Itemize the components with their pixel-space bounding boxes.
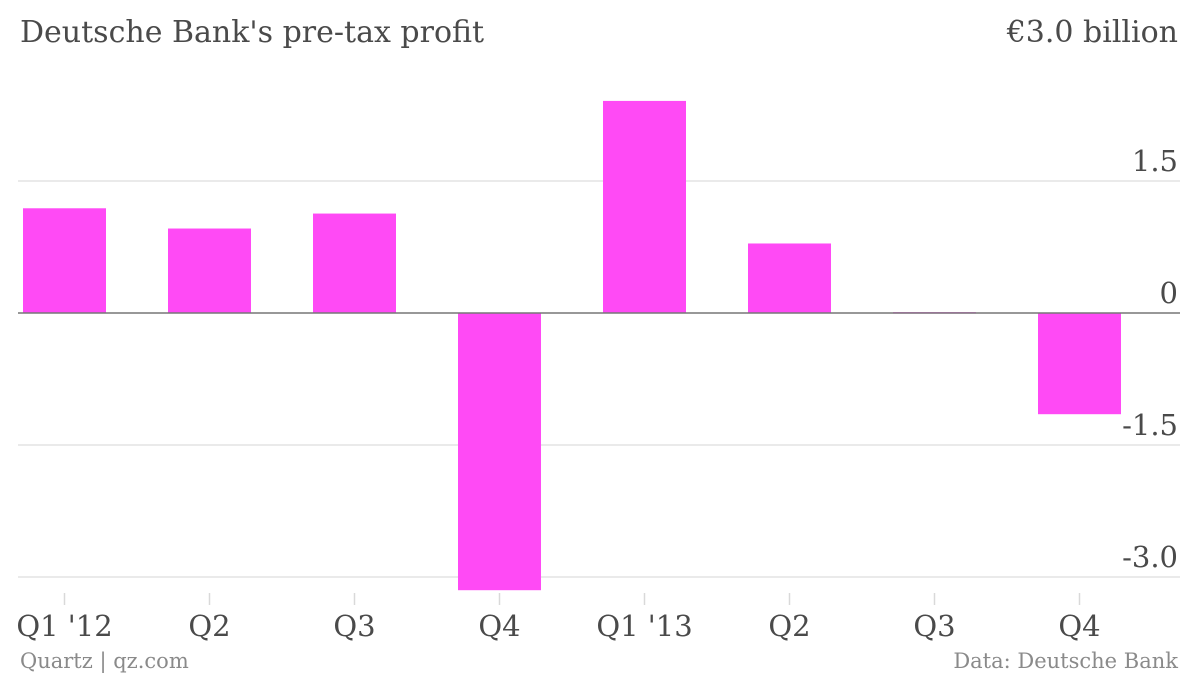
footer-source-right: Data: Deutsche Bank: [953, 649, 1178, 673]
y-tick-label: 0: [1160, 276, 1178, 310]
x-tick-label: Q1 '12: [16, 609, 112, 643]
bar: [603, 100, 686, 313]
x-tick-label: Q2: [768, 609, 810, 643]
y-tick-label: -1.5: [1122, 408, 1178, 442]
bar: [168, 228, 251, 313]
x-tick-label: Q3: [913, 609, 955, 643]
x-tick-label: Q4: [1058, 609, 1100, 643]
bar: [313, 213, 396, 313]
bar: [23, 208, 106, 313]
footer-source-left: Quartz | qz.com: [20, 649, 189, 674]
bars: [23, 100, 1121, 591]
chart-title: Deutsche Bank's pre-tax profit: [20, 15, 484, 50]
bar: [458, 313, 541, 591]
x-tick-label: Q4: [478, 609, 520, 643]
bar: [748, 243, 831, 313]
x-tick-label: Q3: [333, 609, 375, 643]
y-axis-ticks: 1.5 0 -1.5 -3.0: [1122, 144, 1178, 574]
x-tick-label: Q1 '13: [596, 609, 692, 643]
y-axis-top-label: €3.0 billion: [1006, 15, 1178, 50]
y-tick-label: 1.5: [1132, 144, 1178, 178]
y-tick-label: -3.0: [1122, 540, 1178, 574]
x-tick-label: Q2: [188, 609, 230, 643]
bar: [1038, 313, 1121, 415]
gridlines: [18, 180, 1180, 578]
x-axis-ticks: Q1 '12 Q2 Q3 Q4 Q1 '13 Q2 Q3 Q4: [16, 593, 1101, 643]
